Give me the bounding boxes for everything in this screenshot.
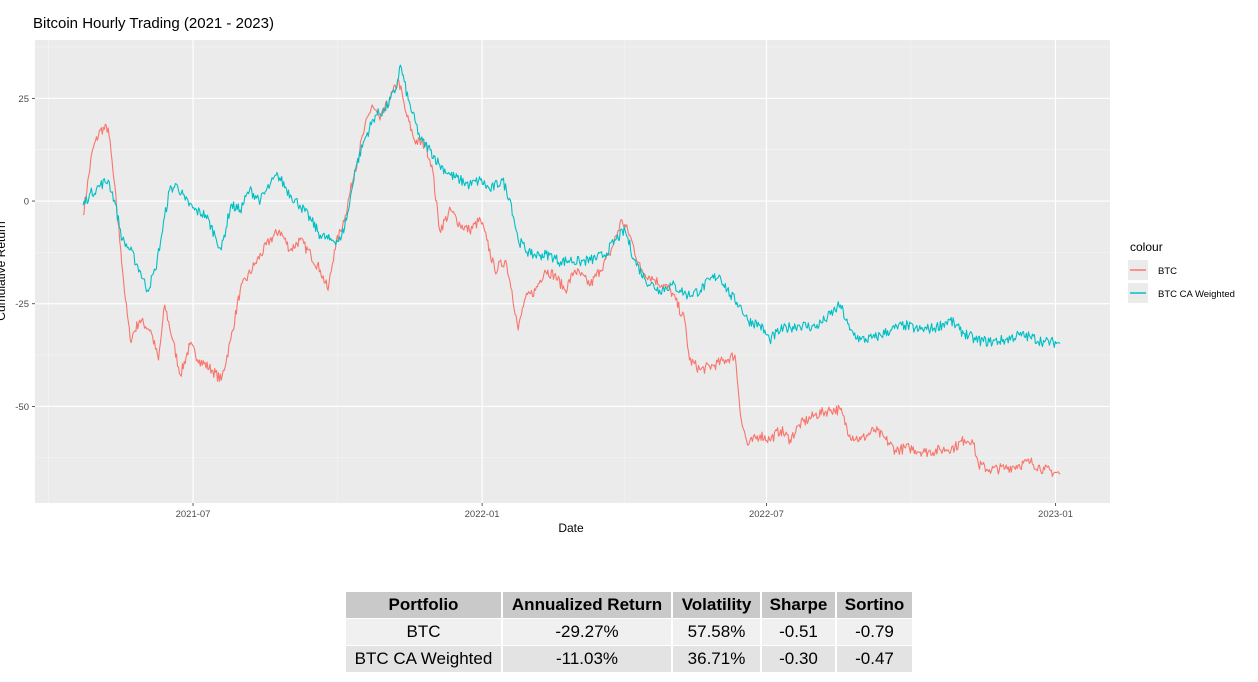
- cell-annualized-return: -29.27%: [502, 618, 673, 646]
- legend-title: colour: [1130, 240, 1163, 254]
- cell-portfolio: BTC CA Weighted: [346, 645, 503, 673]
- header-volatility: Volatility: [672, 592, 762, 619]
- header-annualized-return: Annualized Return: [502, 592, 673, 619]
- x-tick-label: 2022-01: [465, 509, 500, 520]
- x-axis-label: Date: [558, 521, 584, 535]
- chart-title: Bitcoin Hourly Trading (2021 - 2023): [33, 15, 274, 32]
- y-axis-label: Cumulative Return: [0, 221, 8, 320]
- table-row: BTC -29.27% 57.58% -0.51 -0.79: [346, 618, 914, 646]
- cell-sortino: -0.79: [836, 618, 914, 646]
- legend: colour BTC BTC CA Weighted: [1128, 240, 1235, 303]
- header-sortino: Sortino: [836, 592, 914, 619]
- series-lines: [82, 64, 1061, 477]
- cell-volatility: 57.58%: [672, 618, 762, 646]
- x-axis: 2021-07 2022-01 2022-07 2023-01: [176, 503, 1073, 520]
- table-header-row: Portfolio Annualized Return Volatility S…: [346, 592, 914, 619]
- plot-panel: [35, 40, 1110, 503]
- x-tick-label: 2022-07: [749, 509, 784, 520]
- legend-label-btc: BTC: [1158, 266, 1177, 277]
- x-tick-label: 2023-01: [1038, 509, 1073, 520]
- table-row: BTC CA Weighted -11.03% 36.71% -0.30 -0.…: [346, 645, 914, 673]
- performance-table: Portfolio Annualized Return Volatility S…: [346, 592, 914, 673]
- cell-annualized-return: -11.03%: [502, 645, 673, 673]
- header-portfolio: Portfolio: [346, 592, 503, 619]
- x-tick-label: 2021-07: [176, 509, 211, 520]
- legend-label-btc-ca-weighted: BTC CA Weighted: [1158, 289, 1235, 300]
- y-tick-label: 25: [18, 94, 29, 105]
- chart: Bitcoin Hourly Trading (2021 - 2023) 25 0…: [0, 15, 1235, 535]
- y-tick-label: 0: [24, 197, 29, 208]
- series-line-btc-ca-weighted: [82, 64, 1061, 348]
- series-line-btc: [82, 78, 1061, 477]
- header-sharpe: Sharpe: [761, 592, 837, 619]
- cell-volatility: 36.71%: [672, 645, 762, 673]
- y-axis: 25 0 -25 -50: [15, 94, 35, 413]
- y-tick-label: -50: [15, 402, 29, 413]
- cell-portfolio: BTC: [346, 618, 503, 646]
- cell-sharpe: -0.30: [761, 645, 837, 673]
- grid: [35, 40, 1110, 503]
- y-tick-label: -25: [15, 299, 29, 310]
- cell-sortino: -0.47: [836, 645, 914, 673]
- cell-sharpe: -0.51: [761, 618, 837, 646]
